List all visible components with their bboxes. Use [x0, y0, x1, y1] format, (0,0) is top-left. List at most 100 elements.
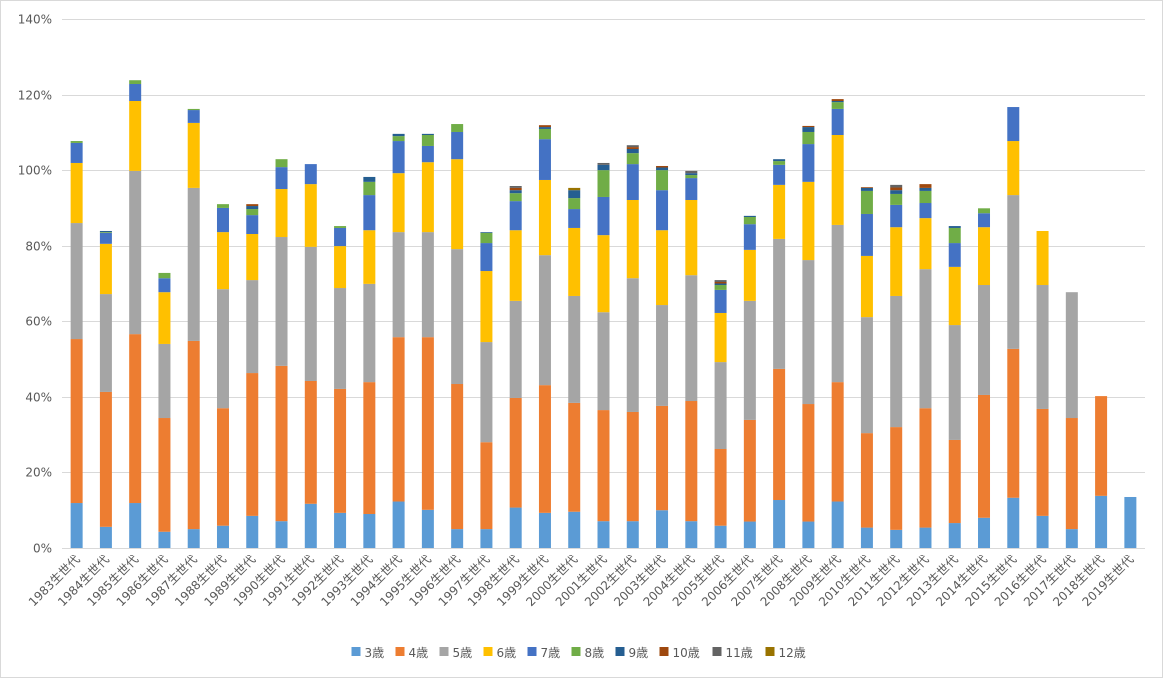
- bar-segment-10歳-2012生世代: [919, 184, 932, 188]
- bar-segment-8歳-2005生世代: [714, 285, 727, 290]
- bar-segment-6歳-1992生世代: [334, 246, 347, 289]
- bar-segment-8歳-2014生世代: [978, 208, 991, 214]
- legend-item-9歳: 9歳: [615, 646, 648, 660]
- bar-segment-9歳-2010生世代: [860, 187, 873, 191]
- bar-segment-3歳-2014生世代: [978, 517, 991, 548]
- bar-segment-4歳-2008生世代: [802, 404, 815, 522]
- bar-segment-6歳-1989生世代: [246, 234, 259, 281]
- bar-segment-3歳-1984生世代: [99, 526, 112, 548]
- bar-segment-5歳-1984生世代: [99, 294, 112, 392]
- bar-segment-3歳-1991生世代: [304, 503, 317, 548]
- bar-segment-5歳-2012生世代: [919, 269, 932, 409]
- gridlines: [62, 19, 1145, 549]
- bar-segment-8歳-1998生世代: [509, 193, 522, 202]
- bar-segment-4歳-1987生世代: [187, 340, 200, 530]
- legend-swatch: [395, 647, 405, 656]
- bar-segment-9歳-2006生世代: [743, 215, 756, 217]
- bar-segment-8歳-1983生世代: [70, 141, 83, 143]
- bar-segment-6歳-1997生世代: [480, 271, 493, 343]
- bar-segment-7歳-1983生世代: [70, 142, 83, 163]
- bar-segment-9歳-1995生世代: [421, 133, 434, 136]
- legend-swatch: [765, 647, 775, 656]
- bar-segment-5歳-1998生世代: [509, 300, 522, 398]
- bar-segment-10歳-2011生世代: [890, 187, 903, 191]
- y-tick-label: 80%: [25, 240, 52, 254]
- bar-segment-10歳-1998生世代: [509, 187, 522, 191]
- legend-label: 5歳: [453, 646, 473, 660]
- legend-item-8歳: 8歳: [571, 646, 604, 660]
- bar-segment-6歳-2009生世代: [831, 135, 844, 225]
- bar-segment-3歳-1998生世代: [509, 507, 522, 548]
- bar-segment-9歳-1989生世代: [246, 206, 259, 210]
- bar-segment-7歳-1995生世代: [421, 145, 434, 163]
- bar-segment-6歳-2014生世代: [978, 227, 991, 286]
- bar-segment-7歳-1984生世代: [99, 232, 112, 244]
- bar-segment-9歳-2000生世代: [568, 190, 581, 199]
- bar-segment-10歳-1999生世代: [538, 125, 551, 128]
- bar-segment-7歳-2005生世代: [714, 289, 727, 313]
- bar-segment-3歳-2016生世代: [1036, 515, 1049, 548]
- bar-segment-7歳-1999生世代: [538, 139, 551, 180]
- bar-segment-9歳-1984生世代: [99, 230, 112, 233]
- bar-segment-5歳-2016生世代: [1036, 285, 1049, 409]
- bar-segment-7歳-2012生世代: [919, 203, 932, 219]
- bar-segment-8歳-1984生世代: [99, 232, 112, 233]
- bar-segment-7歳-2010生世代: [860, 213, 873, 256]
- bar-segment-4歳-2004生世代: [685, 401, 698, 522]
- bar-segment-5歳-2004生世代: [685, 275, 698, 402]
- bar-segment-3歳-1987生世代: [187, 529, 200, 548]
- bar-segment-3歳-1999生世代: [538, 512, 551, 548]
- bar-segment-5歳-2014生世代: [978, 285, 991, 395]
- bar-segment-6歳-2016生世代: [1036, 230, 1049, 286]
- bar-segment-9歳-1993生世代: [363, 176, 376, 182]
- bar-segment-9歳-2012生世代: [919, 187, 932, 191]
- bar-segment-6歳-2001生世代: [597, 235, 610, 313]
- bar-segment-8歳-1999生世代: [538, 128, 551, 140]
- bar-segment-4歳-2001生世代: [597, 410, 610, 522]
- bars: [70, 80, 1137, 548]
- bar-segment-11歳-2005生世代: [714, 280, 727, 282]
- bar-segment-3歳-2011生世代: [890, 529, 903, 548]
- bar-segment-7歳-1992生世代: [334, 227, 347, 247]
- bar-segment-5歳-2003生世代: [656, 305, 669, 406]
- bar-segment-9歳-2009生世代: [831, 100, 844, 103]
- bar-segment-3歳-2019生世代: [1124, 496, 1137, 548]
- bar-segment-6歳-1983生世代: [70, 162, 83, 224]
- bar-segment-3歳-1985生世代: [129, 503, 142, 548]
- bar-segment-5歳-1988生世代: [216, 289, 229, 409]
- bar-segment-5歳-1995生世代: [421, 232, 434, 338]
- bar-segment-8歳-2008生世代: [802, 131, 815, 145]
- bar-segment-3歳-2001生世代: [597, 521, 610, 548]
- bar-segment-4歳-2017生世代: [1065, 418, 1078, 530]
- bar-segment-6歳-2010生世代: [860, 255, 873, 318]
- bar-segment-7歳-2002生世代: [626, 164, 639, 200]
- bar-segment-7歳-1996生世代: [451, 131, 464, 160]
- bar-segment-6歳-1988生世代: [216, 232, 229, 290]
- bar-segment-4歳-2011生世代: [890, 427, 903, 530]
- bar-segment-3歳-2008生世代: [802, 521, 815, 548]
- bar-segment-4歳-1999生世代: [538, 385, 551, 513]
- bar-segment-8歳-1994生世代: [392, 136, 405, 142]
- legend-item-7歳: 7歳: [527, 646, 560, 660]
- bar-segment-8歳-1988生世代: [216, 204, 229, 208]
- bar-segment-4歳-2006生世代: [743, 419, 756, 522]
- legend-swatch: [527, 647, 537, 656]
- bar-segment-8歳-1996生世代: [451, 124, 464, 132]
- bar-segment-6歳-2004生世代: [685, 199, 698, 276]
- bar-segment-5歳-2015生世代: [1007, 195, 1020, 349]
- bar-segment-6歳-2007生世代: [773, 184, 786, 239]
- bar-segment-3歳-2015生世代: [1007, 497, 1020, 548]
- bar-segment-3歳-2006生世代: [743, 521, 756, 548]
- legend-item-12歳: 12歳: [765, 646, 806, 660]
- bar-segment-6歳-2002生世代: [626, 199, 639, 279]
- bar-segment-4歳-2013生世代: [948, 439, 961, 524]
- bar-segment-4歳-1992生世代: [334, 388, 347, 513]
- bar-segment-6歳-2008生世代: [802, 181, 815, 261]
- bar-segment-6歳-2012生世代: [919, 218, 932, 270]
- bar-segment-7歳-2006生世代: [743, 224, 756, 250]
- bar-segment-10歳-2003生世代: [656, 165, 669, 168]
- bar-segment-7歳-1994生世代: [392, 141, 405, 174]
- bar-segment-5歳-1986生世代: [158, 343, 171, 419]
- bar-segment-3歳-1989生世代: [246, 515, 259, 548]
